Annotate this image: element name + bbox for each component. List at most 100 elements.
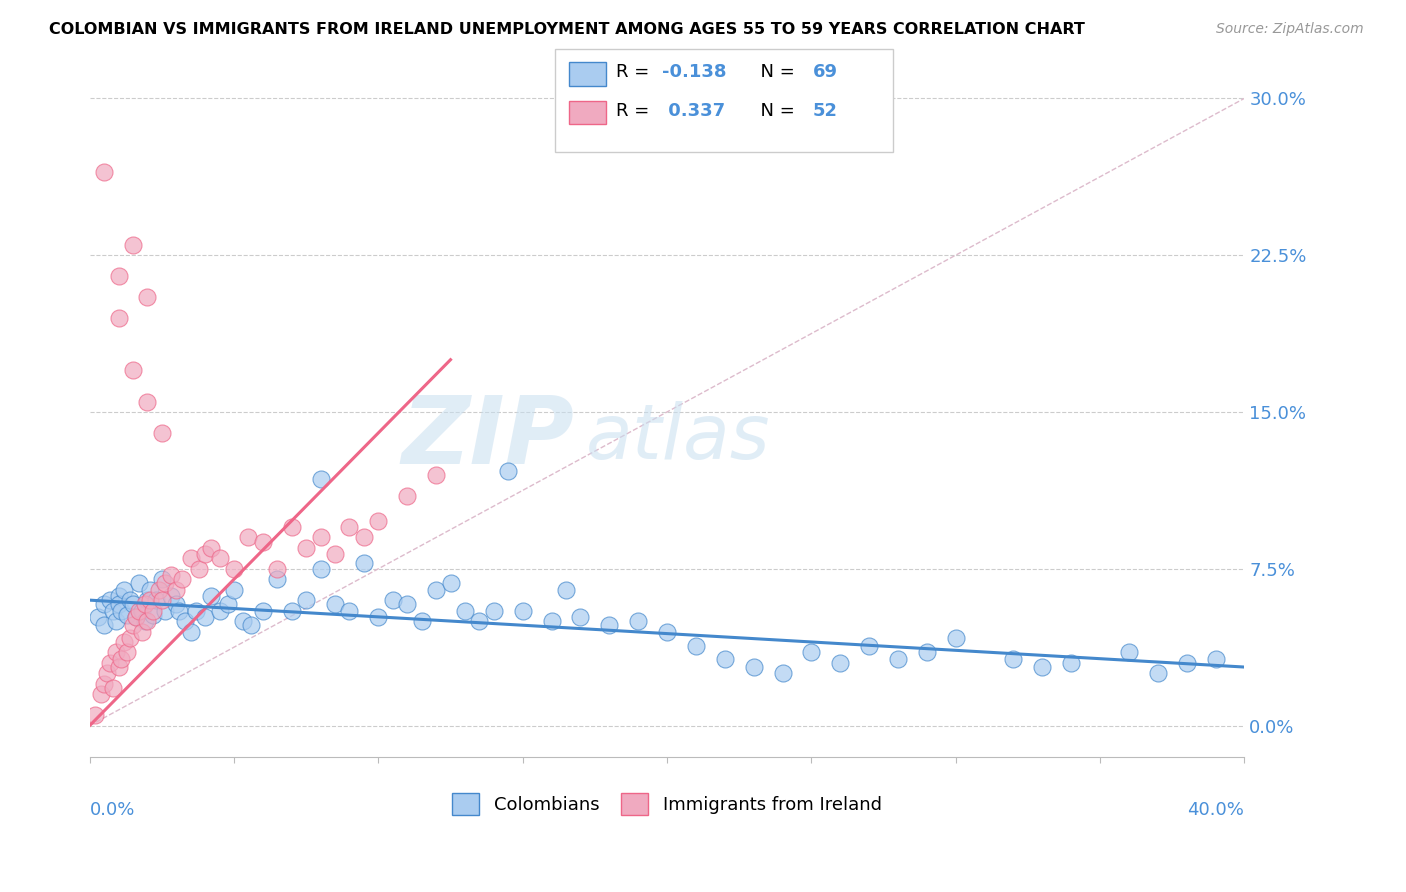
Point — [128, 604, 150, 618]
Point — [136, 290, 159, 304]
Point — [93, 597, 115, 611]
Point — [107, 589, 129, 603]
Point — [188, 562, 211, 576]
Point — [323, 547, 346, 561]
Point — [200, 541, 222, 555]
Point — [159, 589, 181, 603]
Point — [367, 514, 389, 528]
Point — [208, 604, 231, 618]
Legend: Colombians, Immigrants from Ireland: Colombians, Immigrants from Ireland — [446, 786, 889, 822]
Text: COLOMBIAN VS IMMIGRANTS FROM IRELAND UNEMPLOYMENT AMONG AGES 55 TO 59 YEARS CORR: COLOMBIAN VS IMMIGRANTS FROM IRELAND UNE… — [49, 22, 1085, 37]
Point — [266, 572, 288, 586]
Point — [353, 556, 375, 570]
Point — [496, 463, 519, 477]
Point — [136, 614, 159, 628]
Point — [830, 656, 852, 670]
Point — [165, 582, 187, 597]
Point — [858, 639, 880, 653]
Point — [309, 530, 332, 544]
Point — [425, 582, 447, 597]
Point — [139, 593, 162, 607]
Point — [150, 593, 173, 607]
Point — [627, 614, 650, 628]
Point — [115, 645, 138, 659]
Point — [309, 562, 332, 576]
Point — [238, 530, 260, 544]
Point — [104, 614, 127, 628]
Point — [1146, 666, 1168, 681]
Point — [598, 618, 620, 632]
Point — [150, 425, 173, 440]
Point — [142, 604, 165, 618]
Text: 40.0%: 40.0% — [1188, 801, 1244, 819]
Point — [98, 656, 121, 670]
Text: 52: 52 — [813, 102, 838, 120]
Point — [266, 562, 288, 576]
Point — [1118, 645, 1140, 659]
Point — [93, 677, 115, 691]
Point — [323, 597, 346, 611]
Point — [281, 604, 304, 618]
Point — [112, 635, 135, 649]
Point — [180, 551, 202, 566]
Point — [222, 582, 245, 597]
Point — [713, 651, 735, 665]
Point — [131, 604, 153, 618]
Point — [84, 708, 107, 723]
Point — [145, 593, 167, 607]
Point — [232, 614, 254, 628]
Point — [309, 472, 332, 486]
Point — [569, 610, 592, 624]
Point — [96, 666, 118, 681]
Point — [112, 582, 135, 597]
Point — [425, 467, 447, 482]
Point — [153, 576, 176, 591]
Point — [540, 614, 562, 628]
Point — [93, 164, 115, 178]
Point — [439, 576, 461, 591]
Point — [87, 610, 110, 624]
Point — [167, 604, 190, 618]
Point — [115, 607, 138, 622]
Point — [150, 572, 173, 586]
Point — [222, 562, 245, 576]
Point — [655, 624, 678, 639]
Point — [122, 618, 145, 632]
Point — [396, 597, 419, 611]
Text: 69: 69 — [813, 63, 838, 81]
Point — [1205, 651, 1227, 665]
Point — [1175, 656, 1198, 670]
Point — [153, 604, 176, 618]
Point — [136, 593, 159, 607]
Point — [217, 597, 239, 611]
Point — [170, 572, 193, 586]
Point — [512, 604, 534, 618]
Text: R =: R = — [616, 102, 655, 120]
Point — [159, 568, 181, 582]
Point — [772, 666, 794, 681]
Point — [120, 631, 142, 645]
Point — [101, 681, 124, 695]
Point — [93, 618, 115, 632]
Point — [186, 604, 208, 618]
Point — [1031, 660, 1053, 674]
Point — [107, 310, 129, 325]
Point — [367, 610, 389, 624]
Point — [1002, 651, 1025, 665]
Point — [180, 624, 202, 639]
Point — [110, 604, 132, 618]
Point — [165, 597, 187, 611]
Point — [555, 582, 578, 597]
Point — [98, 593, 121, 607]
Point — [800, 645, 823, 659]
Point — [454, 604, 477, 618]
Point — [136, 394, 159, 409]
Point — [295, 541, 318, 555]
Point — [252, 604, 274, 618]
Point — [125, 610, 148, 624]
Point — [104, 645, 127, 659]
Text: N =: N = — [749, 102, 801, 120]
Point — [240, 618, 263, 632]
Point — [148, 582, 170, 597]
Text: 0.337: 0.337 — [662, 102, 725, 120]
